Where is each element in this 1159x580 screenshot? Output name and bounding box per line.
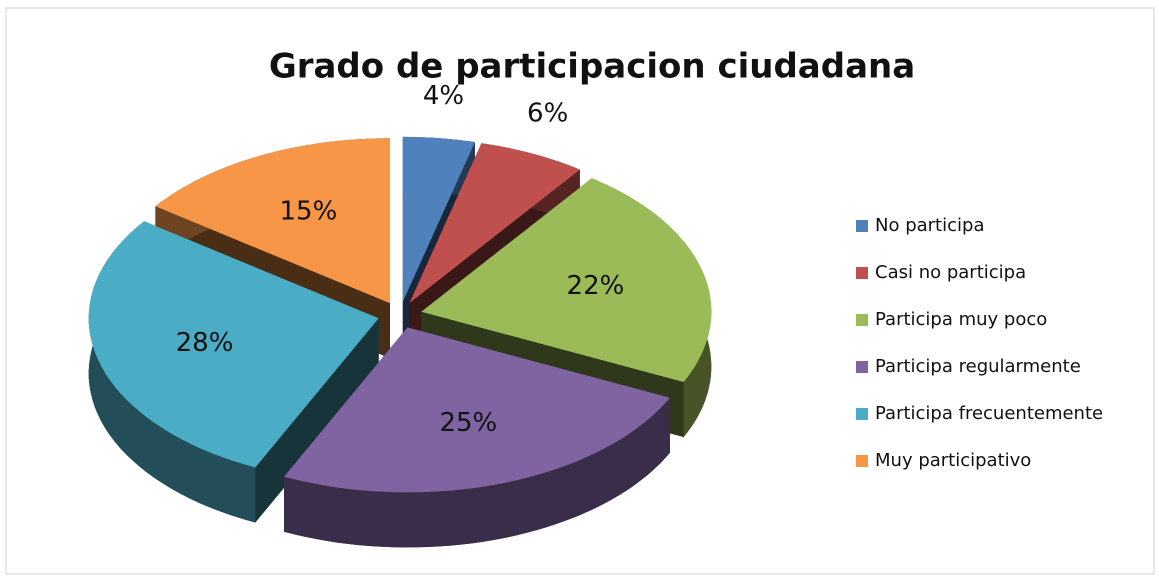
slice <box>284 327 670 493</box>
legend-label: Participa frecuentemente <box>875 403 1103 424</box>
slice <box>88 221 379 468</box>
legend-swatch <box>856 220 868 232</box>
legend-swatch <box>856 455 868 467</box>
data-label: 28% <box>176 328 234 358</box>
legend-swatch <box>856 408 868 420</box>
slice <box>421 178 712 382</box>
data-label: 25% <box>439 408 497 438</box>
legend-label: Participa regularmente <box>875 356 1081 377</box>
legend-label: Muy participativo <box>875 450 1031 471</box>
slice <box>402 136 475 302</box>
slice-edge <box>255 318 379 523</box>
slice-side <box>284 397 670 548</box>
chart-title: Grado de participacion ciudadana <box>269 47 915 87</box>
legend-swatch <box>856 314 868 326</box>
data-label: 6% <box>527 98 568 128</box>
legend-label: Participa muy poco <box>875 309 1047 330</box>
slice <box>155 138 390 304</box>
pie <box>88 136 712 548</box>
legend-swatch <box>856 267 868 279</box>
legend-label: Casi no participa <box>875 262 1026 283</box>
legend-swatch <box>856 361 868 373</box>
legend-label: No participa <box>875 215 984 236</box>
data-label: 15% <box>279 197 337 227</box>
data-label: 22% <box>567 271 625 301</box>
slice-side <box>88 221 256 523</box>
slice <box>409 143 580 304</box>
data-label: 4% <box>423 81 464 111</box>
